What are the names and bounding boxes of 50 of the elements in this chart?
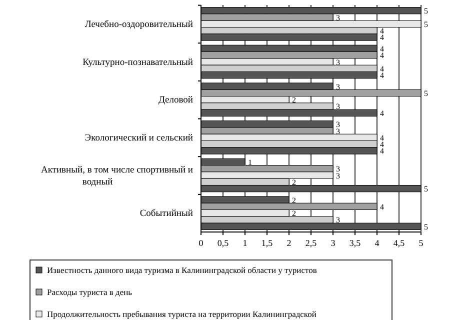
y-tick-label: Экологический и сельский <box>84 133 193 144</box>
y-tick-label: Активный, в том числе спортивный и водный <box>40 165 193 188</box>
x-tick-label: 4,5 <box>393 238 406 248</box>
data-label: 3 <box>336 13 340 22</box>
data-label: 4 <box>380 146 384 156</box>
data-label: 5 <box>424 20 428 29</box>
data-label: 3 <box>336 164 340 174</box>
x-tick-label: 0,5 <box>217 238 230 248</box>
x-tick-label: 5 <box>418 238 424 248</box>
data-label: 5 <box>424 184 428 194</box>
data-label: 1 <box>248 158 252 167</box>
data-label: 2 <box>292 178 296 187</box>
x-tick-label: 0 <box>198 238 204 248</box>
data-label: 4 <box>380 44 384 54</box>
y-tick-label: Событийный <box>140 209 193 220</box>
x-tick-label: 3,5 <box>349 238 362 248</box>
y-tick-label: Культурно-познавательный <box>82 58 193 68</box>
data-label: 5 <box>424 222 428 232</box>
data-label: 4 <box>380 33 384 42</box>
x-tick-label: 2 <box>286 238 292 248</box>
data-label: 5 <box>424 6 428 16</box>
x-tick-label: 1 <box>242 238 248 248</box>
x-tick-label: 3 <box>330 238 336 248</box>
data-label: 4 <box>380 26 384 36</box>
data-label: 4 <box>380 140 384 150</box>
data-label: 2 <box>292 96 296 105</box>
data-label: 2 <box>292 196 296 205</box>
x-tick-label: 4 <box>374 238 380 248</box>
data-label: 3 <box>336 126 340 136</box>
x-tick-label: 2,5 <box>305 238 318 248</box>
data-label: 4 <box>380 108 384 118</box>
y-tick-label: Деловой <box>158 96 193 106</box>
data-label: 3 <box>336 171 340 180</box>
data-label: 4 <box>380 51 384 60</box>
data-label: 5 <box>424 88 428 98</box>
y-tick-label: Лечебно-оздоровительный <box>84 20 193 30</box>
data-label: 3 <box>336 216 340 225</box>
data-label: 3 <box>336 58 340 67</box>
data-label: 3 <box>336 102 340 112</box>
data-label: 4 <box>380 133 384 142</box>
data-label: 4 <box>380 71 384 80</box>
legend-label: Расходы туриста в день <box>47 287 132 297</box>
data-label: 2 <box>292 209 296 218</box>
legend-label: Известность данного вида туризма в Калининградской области у туристов <box>47 265 317 275</box>
data-label: 3 <box>336 82 340 92</box>
x-tick-label: 1,5 <box>261 238 274 248</box>
legend-label: Продолжительность пребывания туриста на территории Калининградской <box>47 309 317 319</box>
data-label: 4 <box>380 202 384 212</box>
data-label: 3 <box>336 120 340 130</box>
data-label: 4 <box>380 64 384 74</box>
